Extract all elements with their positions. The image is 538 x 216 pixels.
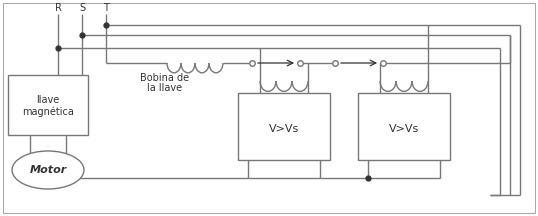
Text: R: R	[54, 3, 61, 13]
Text: llave: llave	[37, 95, 60, 105]
Bar	[8, 75, 88, 135]
Text: T: T	[103, 3, 109, 13]
Text: V>Vs: V>Vs	[269, 124, 299, 135]
Text: la llave: la llave	[147, 83, 182, 93]
Text: Bobina de: Bobina de	[140, 73, 189, 83]
Ellipse shape	[12, 151, 84, 189]
Bar	[238, 93, 330, 160]
Text: V>Vs: V>Vs	[389, 124, 419, 135]
Text: magnética: magnética	[22, 107, 74, 117]
Text: Motor: Motor	[30, 165, 67, 175]
Bar	[358, 93, 450, 160]
Text: S: S	[79, 3, 85, 13]
